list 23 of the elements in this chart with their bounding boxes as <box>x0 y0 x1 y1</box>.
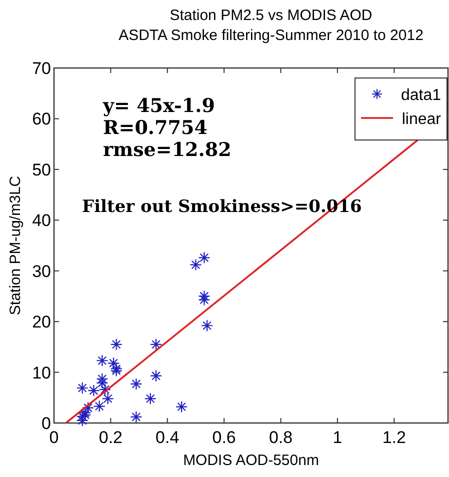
chart-title: Station PM2.5 vs MODIS AOD <box>170 7 372 24</box>
y-tick-label: 40 <box>32 211 51 230</box>
annotation: R=0.7754 <box>103 117 208 139</box>
x-axis-title: MODIS AOD-550nm <box>183 452 319 469</box>
x-tick-label: 1 <box>332 428 342 447</box>
x-tick-label: 0.2 <box>98 428 123 447</box>
x-tick-label: 0.8 <box>268 428 293 447</box>
y-tick-label: 0 <box>42 414 51 433</box>
annotation: y= 45x-1.9 <box>102 95 215 117</box>
y-tick-label: 70 <box>32 59 51 78</box>
x-tick-label: 0.4 <box>156 428 180 447</box>
y-tick-label: 60 <box>32 110 51 129</box>
x-tick-label: 1.2 <box>382 428 406 447</box>
y-tick-label: 10 <box>32 363 51 382</box>
x-tick-label: 0.6 <box>212 428 236 447</box>
y-tick-label: 20 <box>32 312 51 332</box>
chart-subtitle: ASDTA Smoke filtering-Summer 2010 to 2012 <box>118 27 424 44</box>
y-axis-title: Station PM-ug/m3LC <box>7 176 24 316</box>
y-tick-label: 50 <box>32 160 51 180</box>
y-tick-label: 30 <box>32 262 51 281</box>
annotation: rmse=12.82 <box>103 139 232 161</box>
legend-label: linear <box>402 111 442 128</box>
legend-label: data1 <box>400 87 442 104</box>
